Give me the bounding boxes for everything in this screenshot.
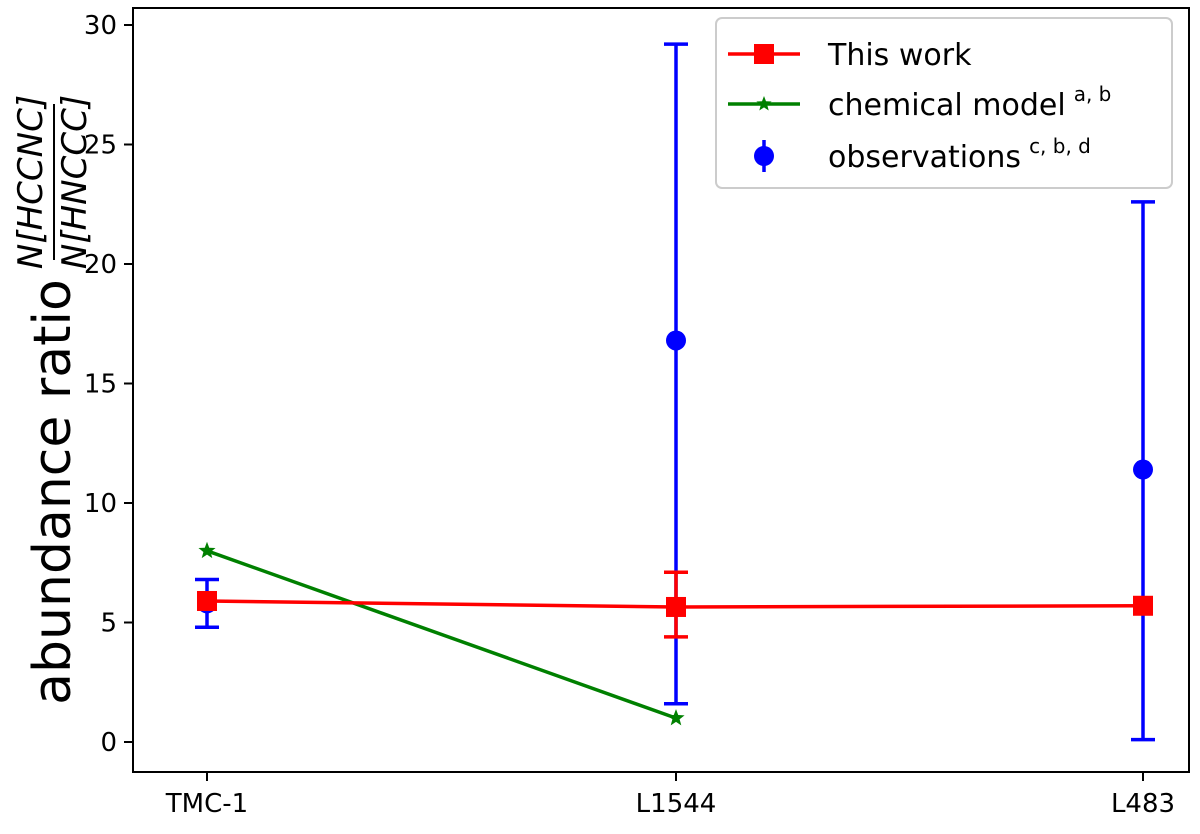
- chemical-model-point: [667, 709, 685, 726]
- observations-point: [666, 330, 686, 351]
- this-work-point: [197, 590, 217, 611]
- legend-entry-chemical-model: chemical model a, b: [728, 82, 1111, 123]
- y-label-numerator: N[HCCNC]: [11, 95, 51, 269]
- y-tick-label: 25: [84, 131, 117, 161]
- x-tick-label: L483: [1111, 789, 1175, 819]
- y-label-denominator: N[HNCCC]: [55, 95, 95, 269]
- series-chemical-model: [198, 541, 685, 726]
- y-tick-label: 0: [100, 728, 117, 758]
- y-label-rotated: abundance ratio N[HCCNC] N[HNCCC]: [11, 95, 95, 705]
- series-layer: [195, 42, 1155, 742]
- legend-label: chemical model a, b: [828, 82, 1111, 123]
- plot-frame: [132, 7, 1190, 773]
- y-tick-label: 10: [84, 489, 117, 519]
- this-work-point: [1133, 595, 1153, 616]
- y-tick-label: 30: [84, 11, 117, 41]
- series-this-work: [197, 570, 1153, 639]
- chemical-model-point: [198, 541, 216, 559]
- axis-ticks: 0 5 10 15 20 25 30 TMC-1 L1544 L483: [84, 11, 1175, 819]
- this-work-point: [666, 596, 686, 617]
- y-label-text: abundance ratio: [23, 279, 83, 705]
- legend-swatch-marker: [754, 146, 774, 166]
- legend-label: This work: [827, 38, 972, 73]
- observations-point: [1133, 459, 1153, 480]
- y-tick-label: 15: [84, 370, 117, 400]
- x-tick-label: L1544: [636, 789, 717, 819]
- y-axis-label: abundance ratio N[HCCNC] N[HNCCC]: [11, 95, 95, 705]
- legend-superscript: a, b: [1074, 82, 1112, 106]
- legend-box: [715, 17, 1173, 189]
- legend-superscript: c, b, d: [1029, 134, 1091, 158]
- x-tick-label: TMC-1: [165, 789, 248, 819]
- chemical-model-line: [206, 549, 677, 720]
- legend-entry-this-work: This work: [728, 38, 972, 73]
- legend-swatch-marker: [756, 96, 772, 111]
- y-tick-label: 5: [100, 609, 117, 639]
- legend-swatch-marker: [754, 44, 774, 64]
- y-tick-label: 20: [84, 250, 117, 280]
